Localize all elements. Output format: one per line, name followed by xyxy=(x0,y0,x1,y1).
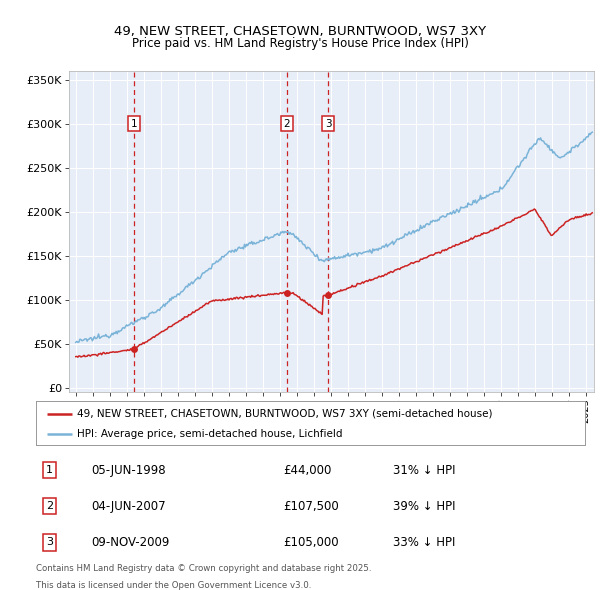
Text: 1: 1 xyxy=(131,119,137,129)
Text: 31% ↓ HPI: 31% ↓ HPI xyxy=(393,464,455,477)
Text: 39% ↓ HPI: 39% ↓ HPI xyxy=(393,500,455,513)
Text: 2: 2 xyxy=(46,502,53,511)
Text: 49, NEW STREET, CHASETOWN, BURNTWOOD, WS7 3XY (semi-detached house): 49, NEW STREET, CHASETOWN, BURNTWOOD, WS… xyxy=(77,409,493,418)
Text: 33% ↓ HPI: 33% ↓ HPI xyxy=(393,536,455,549)
Text: 1: 1 xyxy=(46,465,53,475)
Text: Contains HM Land Registry data © Crown copyright and database right 2025.: Contains HM Land Registry data © Crown c… xyxy=(36,564,371,573)
Text: £105,000: £105,000 xyxy=(283,536,338,549)
Text: This data is licensed under the Open Government Licence v3.0.: This data is licensed under the Open Gov… xyxy=(36,581,311,589)
Text: Price paid vs. HM Land Registry's House Price Index (HPI): Price paid vs. HM Land Registry's House … xyxy=(131,37,469,50)
Text: £107,500: £107,500 xyxy=(283,500,339,513)
Text: 49, NEW STREET, CHASETOWN, BURNTWOOD, WS7 3XY: 49, NEW STREET, CHASETOWN, BURNTWOOD, WS… xyxy=(114,25,486,38)
Text: 3: 3 xyxy=(325,119,331,129)
Text: 2: 2 xyxy=(284,119,290,129)
Text: 3: 3 xyxy=(46,537,53,548)
Text: 05-JUN-1998: 05-JUN-1998 xyxy=(91,464,166,477)
Text: £44,000: £44,000 xyxy=(283,464,331,477)
Text: 09-NOV-2009: 09-NOV-2009 xyxy=(91,536,169,549)
Text: 04-JUN-2007: 04-JUN-2007 xyxy=(91,500,166,513)
Text: HPI: Average price, semi-detached house, Lichfield: HPI: Average price, semi-detached house,… xyxy=(77,430,343,440)
